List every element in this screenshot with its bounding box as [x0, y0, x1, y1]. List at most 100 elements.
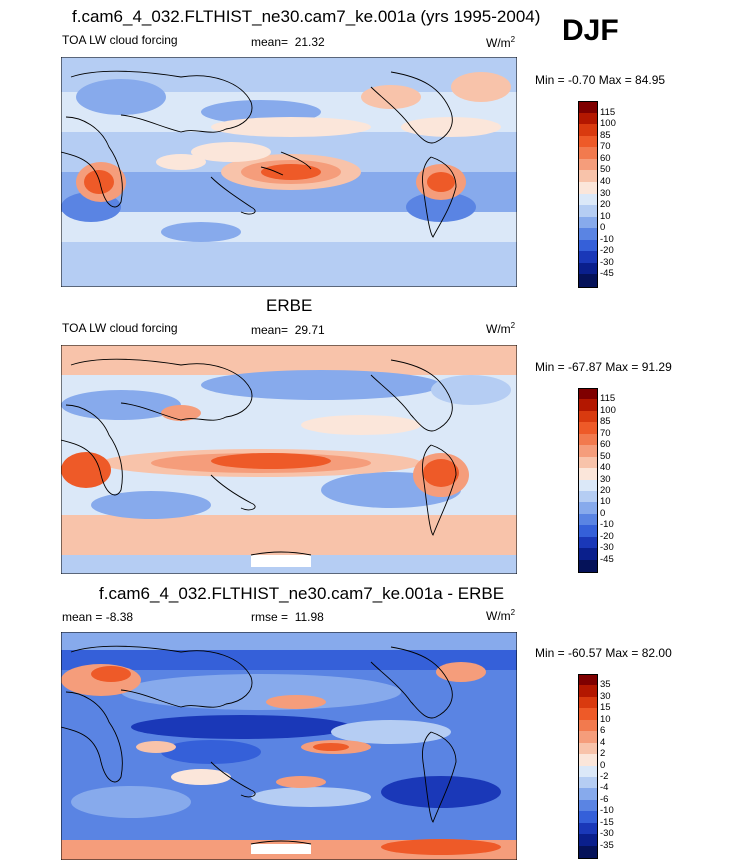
colorbar-tick-label: -35 — [600, 839, 614, 851]
colorbar-swatch — [578, 685, 598, 698]
colorbar-swatch — [578, 731, 598, 744]
colorbar-tick-label: -4 — [600, 782, 609, 794]
panel1-units-exp: 2 — [510, 35, 516, 44]
colorbar-swatch — [578, 422, 598, 435]
colorbar-tick-label: 2 — [600, 748, 606, 760]
panel2-stat-label: mean= — [251, 323, 289, 337]
colorbar-tick-label: 50 — [600, 450, 611, 462]
panel3-stat-value: 11.98 — [294, 610, 324, 624]
colorbar-swatch — [578, 399, 598, 412]
panel3-units-exp: 2 — [510, 608, 516, 617]
colorbar-tick-label: 10 — [600, 713, 611, 725]
colorbar-tick-label: 10 — [600, 496, 611, 508]
panel1-units-text: W/m — [486, 36, 511, 50]
colorbar-swatch — [578, 410, 598, 423]
colorbar-swatch — [578, 548, 598, 561]
colorbar-tick-label: 70 — [600, 141, 611, 153]
colorbar-swatch — [578, 112, 598, 125]
colorbar-swatch — [578, 811, 598, 824]
colorbar-tick-label: -45 — [600, 553, 614, 565]
colorbar-swatch — [578, 274, 598, 288]
colorbar-swatch — [578, 445, 598, 458]
panel2-map — [61, 345, 517, 574]
panel1-field-label: TOA LW cloud forcing — [62, 33, 178, 47]
panel1-units: W/m2 — [486, 35, 515, 50]
colorbar-tick-label: 20 — [600, 484, 611, 496]
colorbar-swatch — [578, 834, 598, 847]
colorbar-swatch — [578, 536, 598, 549]
panel3-mean: mean = -8.38 — [62, 610, 134, 624]
panel2-units-text: W/m — [486, 322, 511, 336]
colorbar-swatch — [578, 170, 598, 183]
colorbar-tick-label: -10 — [600, 519, 614, 531]
colorbar-tick-label: 40 — [600, 175, 611, 187]
colorbar-tick-label: -20 — [600, 245, 614, 257]
colorbar-tick-label: 0 — [600, 507, 606, 519]
colorbar-tick-label: 60 — [600, 152, 611, 164]
colorbar-swatch — [578, 559, 598, 573]
colorbar-tick-label: 30 — [600, 187, 611, 199]
panel2-stat-value: 29.71 — [294, 323, 325, 337]
colorbar-swatch — [578, 205, 598, 218]
colorbar-tick-label: 50 — [600, 164, 611, 176]
colorbar-swatch — [578, 742, 598, 755]
colorbar-swatch — [578, 674, 598, 687]
colorbar-swatch — [578, 845, 598, 859]
colorbar-tick-label: -6 — [600, 793, 609, 805]
panel1-stat-label: mean= — [251, 35, 289, 49]
colorbar-swatch — [578, 502, 598, 515]
colorbar-tick-label: 60 — [600, 439, 611, 451]
colorbar-tick-label: -45 — [600, 268, 614, 280]
colorbar-swatch — [578, 239, 598, 252]
colorbar-tick-label: -10 — [600, 233, 614, 245]
colorbar-tick-label: 85 — [600, 416, 611, 428]
panel2-units-exp: 2 — [510, 321, 516, 330]
panel2-title: ERBE — [266, 296, 313, 315]
colorbar-tick-label: 4 — [600, 736, 606, 748]
colorbar-tick-label: -20 — [600, 530, 614, 542]
panel3-minmax: Min = -60.57 Max = 82.00 — [535, 646, 672, 660]
colorbar-tick-label: 70 — [600, 427, 611, 439]
colorbar-swatch — [578, 513, 598, 526]
colorbar-swatch — [578, 788, 598, 801]
panel2-colorbar: 115 100 85 70 60 50 40 30 20 10 0 -10 -20 -30 -45 — [578, 388, 638, 573]
colorbar-tick-label: 0 — [600, 222, 606, 234]
colorbar-tick-label: 115 — [600, 393, 616, 405]
colorbar-swatch — [578, 101, 598, 115]
colorbar-swatch — [578, 147, 598, 160]
colorbar-tick-label: 0 — [600, 759, 606, 771]
colorbar-tick-label: 6 — [600, 725, 606, 737]
colorbar-tick-label: 100 — [600, 118, 616, 130]
colorbar-tick-label: 10 — [600, 210, 611, 222]
colorbar-swatch — [578, 456, 598, 469]
colorbar-swatch — [578, 228, 598, 241]
colorbar-tick-label: -10 — [600, 805, 614, 817]
panel3-map — [61, 632, 517, 860]
colorbar-tick-label: 40 — [600, 462, 611, 474]
colorbar-tick-label: 30 — [600, 473, 611, 485]
colorbar-swatch — [578, 193, 598, 206]
colorbar-swatch — [578, 135, 598, 148]
panel3-stat-label: rmse = — [251, 610, 289, 624]
panel1-map — [61, 57, 517, 287]
colorbar-swatch — [578, 776, 598, 789]
colorbar-swatch — [578, 124, 598, 137]
colorbar-swatch — [578, 822, 598, 835]
colorbar-tick-label: -30 — [600, 828, 614, 840]
colorbar-tick-label: 100 — [600, 404, 616, 416]
colorbar-swatch — [578, 799, 598, 812]
colorbar-swatch — [578, 719, 598, 732]
colorbar-tick-label: -30 — [600, 542, 614, 554]
colorbar-swatch — [578, 181, 598, 194]
panel3-title: f.cam6_4_032.FLTHIST_ne30.cam7_ke.001a -… — [99, 584, 505, 603]
colorbar-swatch — [578, 388, 598, 401]
panel1-minmax: Min = -0.70 Max = 84.95 — [535, 73, 666, 87]
colorbar-swatch — [578, 468, 598, 480]
colorbar-tick-label: 15 — [600, 702, 611, 714]
panel3-units: W/m2 — [486, 608, 515, 623]
panel1-title: f.cam6_4_032.FLTHIST_ne30.cam7_ke.001a (… — [72, 7, 541, 26]
panel1-stat-value: 21.32 — [294, 35, 325, 49]
colorbar-tick-label: -30 — [600, 256, 614, 268]
colorbar-swatch — [578, 754, 598, 766]
panel3-rmse: rmse = 11.98 — [251, 610, 324, 624]
